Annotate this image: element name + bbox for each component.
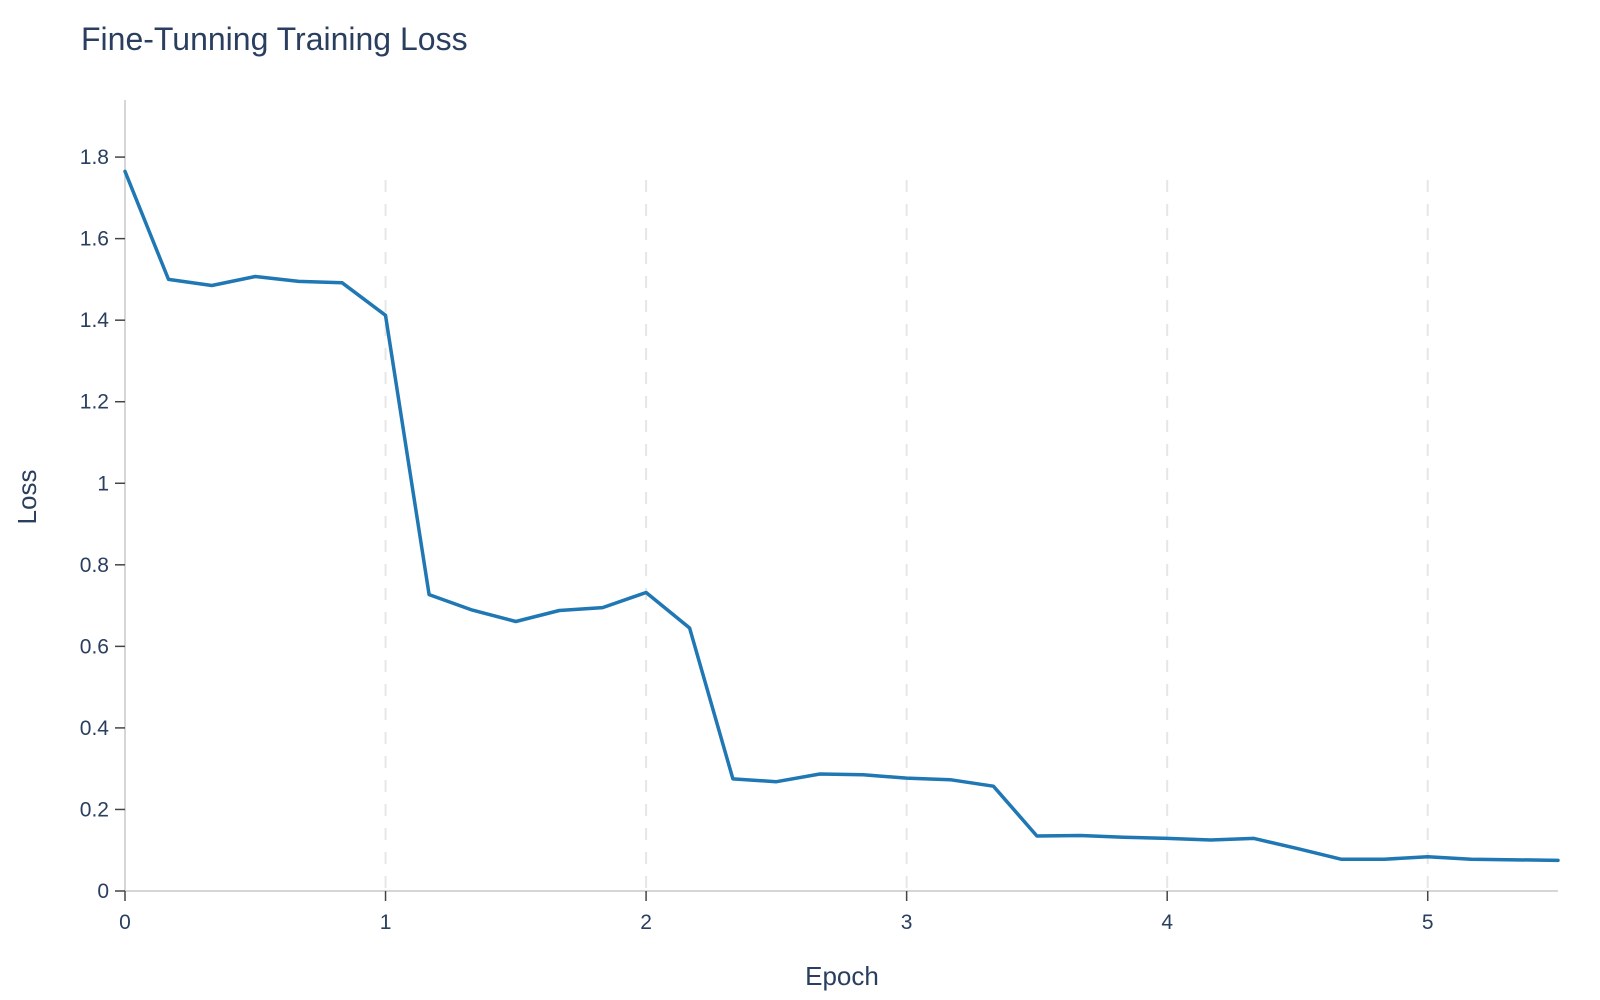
y-tick-label: 1.8: [80, 146, 109, 169]
x-axis-title: Epoch: [805, 961, 879, 991]
y-tick-label: 0: [97, 880, 109, 903]
y-axis-ticks: 0 0.2 0.4 0.6 0.8 1 1.2 1.4 1.6 1.8: [80, 146, 125, 903]
chart-title: Fine-Tunning Training Loss: [81, 21, 468, 57]
y-tick-label: 0.8: [80, 554, 109, 577]
series-group: [123, 169, 1560, 863]
x-axis-ticks: 0 1 2 3 4 5: [119, 891, 1434, 934]
x-tick-label: 1: [380, 911, 392, 934]
y-tick-label: 1.6: [80, 228, 109, 251]
y-tick-label: 1.4: [80, 309, 110, 332]
y-tick-label: 1.2: [80, 391, 109, 414]
y-tick-label: 0.6: [80, 635, 109, 658]
x-tick-label: 4: [1161, 911, 1173, 934]
x-tick-label: 5: [1422, 911, 1434, 934]
loss-series-line: [123, 169, 1560, 863]
y-axis-title: Loss: [12, 470, 42, 525]
x-tick-label: 3: [901, 911, 913, 934]
grid: [384, 180, 1429, 891]
y-tick-label: 1: [97, 472, 109, 495]
x-tick-label: 0: [119, 911, 131, 934]
y-tick-label: 0.2: [80, 798, 109, 821]
y-tick-label: 0.4: [80, 717, 110, 740]
x-tick-label: 2: [640, 911, 652, 934]
